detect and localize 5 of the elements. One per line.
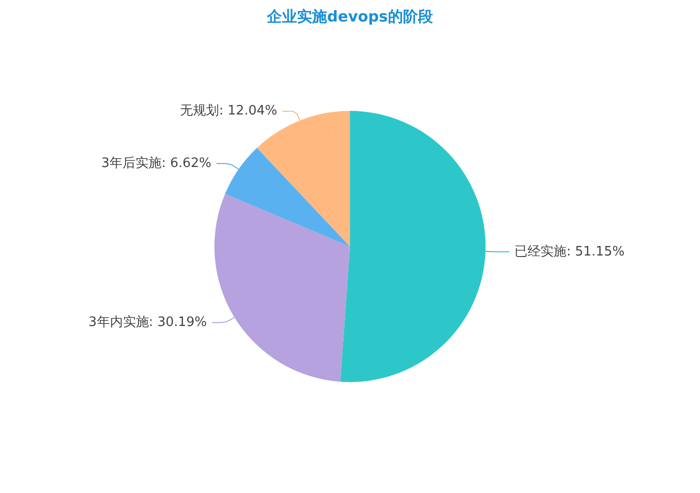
chart-title: 企业实施devops的阶段 xyxy=(266,8,434,26)
slice-label: 3年内实施: 30.19% xyxy=(88,315,207,330)
slice-label: 无规划: 12.04% xyxy=(180,104,278,119)
slice-label: 已经实施: 51.15% xyxy=(514,244,625,260)
slice-label: 3年后实施: 6.62% xyxy=(101,156,212,172)
